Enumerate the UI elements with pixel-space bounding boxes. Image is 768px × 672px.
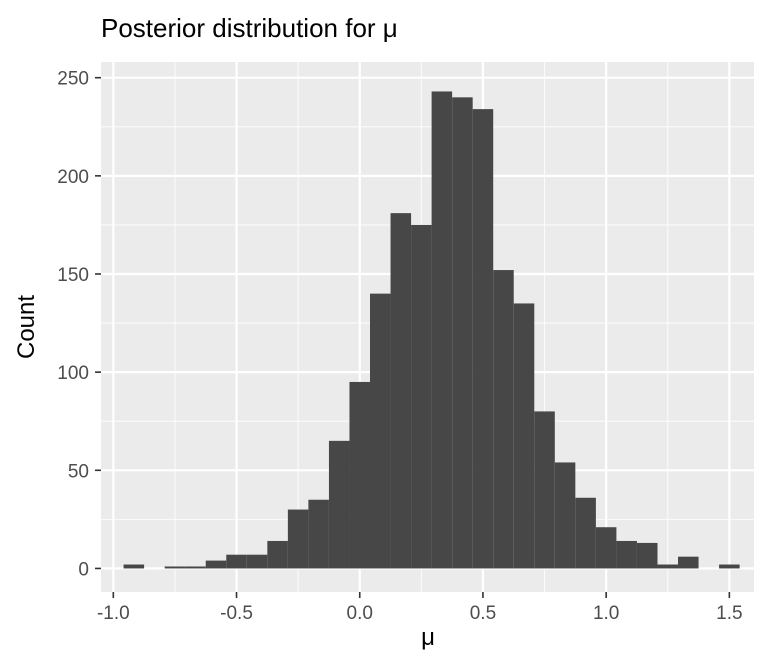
histogram-bar [554,462,576,569]
histogram-bar [205,560,227,569]
histogram-bar [267,540,288,569]
histogram-bar [246,554,268,569]
histogram-bar [657,564,679,569]
chart-title: Posterior distribution for μ [101,13,398,43]
histogram-bar [534,411,555,569]
y-tick-label: 100 [57,363,89,384]
histogram-bars [123,91,740,569]
histogram-bar [328,440,350,569]
histogram-bar [513,303,535,569]
histogram-bar [493,270,514,569]
histogram-bar [575,497,596,569]
y-tick-label: 250 [57,69,89,90]
histogram-bar [678,556,699,569]
x-axis-title: μ [421,624,435,651]
histogram-bar [185,566,206,569]
x-tick-label: -0.5 [220,603,253,624]
histogram-bar [431,91,453,569]
histogram-bar [226,554,247,569]
histogram-bar [287,509,309,569]
histogram-bar [411,224,432,569]
histogram-bar [349,381,370,569]
x-tick-label: -1.0 [97,603,130,624]
histogram-bar [595,527,617,569]
histogram-bar [390,213,412,569]
y-axis: 0 50 100 150 200 250 [57,69,101,580]
histogram-bar [616,540,637,569]
histogram-bar [123,564,145,569]
y-tick-label: 150 [57,265,89,286]
histogram-bar [164,566,186,569]
x-axis: -1.0 -0.5 0.0 0.5 1.0 1.5 [97,592,743,624]
y-tick-label: 200 [57,167,89,188]
x-tick-label: 0.5 [470,603,496,624]
histogram-bar [308,499,329,569]
y-axis-title: Count [13,295,40,359]
histogram-bar [719,564,740,569]
y-tick-label: 50 [68,461,89,482]
histogram-bar [636,542,658,569]
x-tick-label: 0.0 [347,603,373,624]
histogram-bar [369,293,391,569]
histogram-bar [472,109,494,569]
histogram-bar [452,97,473,569]
x-tick-label: 1.5 [716,603,742,624]
y-tick-label: 0 [78,559,89,580]
x-tick-label: 1.0 [593,603,619,624]
